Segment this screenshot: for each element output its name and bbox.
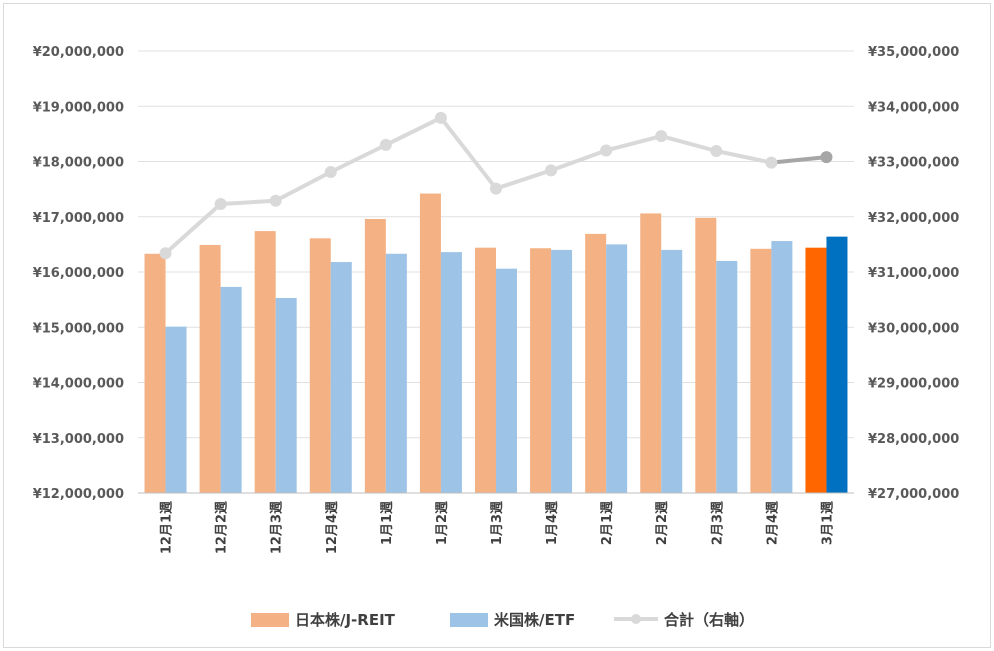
bar-japan-stock: [144, 253, 166, 493]
right-tick-label: ¥28,000,000: [868, 432, 959, 447]
total-point: [214, 198, 227, 211]
bar-japan-stock: [805, 247, 827, 493]
left-tick-label: ¥17,000,000: [33, 211, 124, 226]
total-point: [324, 165, 337, 178]
total-point: [434, 111, 447, 124]
category-label: 12月1週: [160, 501, 175, 554]
bar-us-stock: [661, 249, 683, 493]
right-tick-label: ¥27,000,000: [868, 487, 959, 502]
total-point: [159, 247, 172, 260]
bar-us-stock: [606, 244, 628, 493]
total-line-last-segment: [771, 155, 827, 165]
total-point: [379, 138, 392, 151]
category-label: 3月1週: [820, 501, 835, 545]
left-tick-label: ¥19,000,000: [33, 100, 124, 115]
left-tick-label: ¥20,000,000: [33, 45, 124, 60]
left-tick-label: ¥18,000,000: [33, 156, 124, 171]
left-tick-label: ¥15,000,000: [33, 321, 124, 336]
legend-swatch-us: [450, 613, 488, 627]
bar-japan-stock: [640, 213, 662, 493]
category-label: 12月3週: [270, 501, 285, 554]
total-point: [710, 145, 723, 158]
bar-japan-stock: [309, 238, 331, 493]
bar-us-stock: [716, 260, 738, 493]
category-label: 2月4週: [765, 501, 780, 545]
bar-us-stock: [275, 297, 297, 493]
bar-us-stock: [440, 252, 462, 493]
category-label: 12月2週: [215, 501, 230, 554]
bar-japan-stock: [254, 231, 276, 494]
left-axis: ¥12,000,000 ¥13,000,000 ¥14,000,000 ¥15,000…: [33, 45, 124, 502]
right-tick-label: ¥30,000,000: [868, 321, 959, 336]
legend-marker-total: [631, 614, 641, 624]
bar-japan-stock: [585, 233, 607, 493]
total-point: [490, 182, 502, 195]
right-axis: ¥27,000,000 ¥28,000,000 ¥29,000,000 ¥30,000…: [868, 45, 959, 502]
legend-label-us: 米国株/ETF: [494, 611, 575, 629]
legend-label-japan: 日本株/J-REIT: [295, 611, 396, 629]
category-label: 2月2週: [655, 501, 670, 545]
bar-us-stock: [551, 249, 573, 493]
bar-us-stock: [496, 268, 517, 493]
bar-series: [144, 193, 848, 494]
right-tick-label: ¥32,000,000: [868, 211, 959, 226]
bar-japan-stock: [419, 193, 441, 494]
right-tick-label: ¥31,000,000: [868, 266, 959, 281]
category-label: 12月4週: [325, 501, 340, 554]
bar-us-stock: [385, 253, 407, 493]
total-point: [765, 156, 778, 169]
combo-chart: ¥12,000,000 ¥13,000,000 ¥14,000,000 ¥15,000…: [33, 45, 960, 629]
bar-us-stock: [826, 236, 848, 493]
left-tick-label: ¥12,000,000: [33, 487, 124, 502]
bar-us-stock: [220, 286, 242, 493]
legend-swatch-japan: [251, 613, 289, 627]
left-tick-label: ¥14,000,000: [33, 377, 124, 392]
category-label: 2月3週: [710, 501, 725, 545]
total-point: [820, 151, 833, 164]
legend: 日本株/J-REIT 米国株/ETF 合計（右軸）: [251, 611, 754, 629]
bar-us-stock: [165, 326, 187, 493]
total-point: [600, 144, 613, 157]
right-tick-label: ¥29,000,000: [868, 377, 959, 392]
category-label: 1月1週: [380, 501, 395, 545]
category-label: 1月3週: [490, 501, 505, 545]
right-tick-label: ¥33,000,000: [868, 156, 959, 171]
bar-japan-stock: [199, 244, 221, 493]
right-tick-label: ¥34,000,000: [868, 100, 959, 115]
x-axis: 12月1週 12月2週 12月3週 12月4週 1月1週 1月2週 1月3週 1月4週 2月1週…: [160, 501, 836, 554]
chart-frame: ¥12,000,000 ¥13,000,000 ¥14,000,000 ¥15,000…: [3, 3, 991, 648]
total-point: [269, 194, 282, 207]
category-label: 1月2週: [435, 501, 450, 545]
bar-japan-stock: [530, 248, 552, 493]
category-label: 1月4週: [545, 501, 560, 545]
bar-japan-stock: [750, 248, 772, 493]
total-point: [545, 164, 558, 177]
legend-label-total: 合計（右軸）: [663, 611, 754, 629]
total-line: [164, 115, 772, 255]
right-tick-label: ¥35,000,000: [868, 45, 959, 60]
bar-japan-stock: [695, 217, 717, 494]
bar-japan-stock: [475, 247, 496, 493]
left-tick-label: ¥13,000,000: [33, 432, 124, 447]
bar-us-stock: [771, 241, 793, 493]
total-line-series: [159, 111, 833, 260]
left-tick-label: ¥16,000,000: [33, 266, 124, 281]
bar-japan-stock: [364, 218, 386, 493]
bar-us-stock: [330, 262, 352, 493]
category-label: 2月1週: [600, 501, 615, 545]
total-point: [655, 130, 668, 143]
